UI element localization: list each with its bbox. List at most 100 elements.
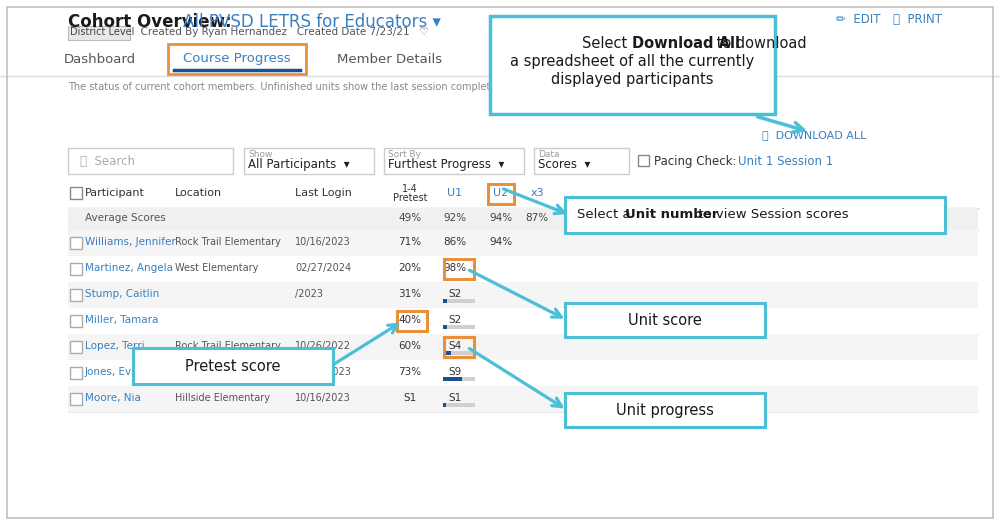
Text: ✏  EDIT: ✏ EDIT	[836, 13, 881, 26]
Bar	[443, 377, 462, 381]
Bar	[68, 360, 978, 386]
Bar	[443, 377, 475, 381]
Text: Miller, Tamara: Miller, Tamara	[85, 315, 158, 325]
Text: 🔍  Search: 🔍 Search	[80, 155, 135, 168]
Text: The status of current cohort members. Unfinished units show the last session com: The status of current cohort members. Un…	[68, 82, 506, 92]
Bar	[488, 184, 514, 204]
Text: 86%: 86%	[443, 237, 467, 247]
Bar	[443, 351, 475, 355]
Bar	[68, 230, 978, 256]
Text: 31%: 31%	[398, 289, 422, 299]
Bar	[443, 299, 447, 303]
Text: ⤓  DOWNLOAD ALL: ⤓ DOWNLOAD ALL	[762, 130, 866, 140]
Text: Course Progress: Course Progress	[183, 52, 291, 65]
Bar	[443, 325, 475, 329]
Bar	[638, 155, 649, 166]
Text: Created By Ryan Hernandez   Created Date 7/23/21   ♡: Created By Ryan Hernandez Created Date 7…	[134, 27, 429, 37]
Text: S2: S2	[448, 289, 462, 299]
Bar	[68, 256, 978, 282]
Text: Unit progress: Unit progress	[616, 403, 714, 418]
Bar	[490, 16, 775, 114]
Text: Pretest score: Pretest score	[185, 359, 281, 374]
Text: Select: Select	[582, 36, 632, 51]
Bar	[565, 393, 765, 427]
Text: 87%: 87%	[525, 213, 549, 223]
Text: 10/16/2023: 10/16/2023	[295, 393, 351, 403]
Text: Sort By: Sort By	[388, 150, 421, 159]
Bar	[68, 386, 978, 412]
Bar	[133, 348, 333, 384]
Text: S1: S1	[403, 393, 417, 403]
Bar	[70, 289, 82, 301]
Bar	[68, 208, 978, 230]
Bar	[70, 393, 82, 405]
Text: Location: Location	[175, 188, 222, 198]
Text: U1: U1	[447, 188, 463, 198]
Text: x3: x3	[530, 188, 544, 198]
Text: 94%: 94%	[489, 213, 513, 223]
Bar	[68, 180, 978, 208]
Bar	[384, 148, 524, 174]
Bar	[565, 303, 765, 337]
Text: S9: S9	[448, 367, 462, 377]
Bar	[443, 351, 451, 355]
Text: S1: S1	[448, 393, 462, 403]
Text: Average Scores: Average Scores	[85, 213, 166, 223]
Bar	[443, 299, 475, 303]
Bar	[68, 334, 978, 360]
Text: Select a: Select a	[577, 208, 635, 221]
Text: Member Details: Member Details	[337, 53, 443, 66]
Text: 1-4: 1-4	[402, 184, 418, 194]
Text: Scores  ▾: Scores ▾	[538, 158, 590, 171]
Text: 60%: 60%	[398, 341, 422, 351]
Bar	[565, 197, 945, 233]
Text: Participant: Participant	[85, 188, 145, 198]
Bar	[443, 325, 447, 329]
Text: Rock Trail Elementary: Rock Trail Elementary	[175, 237, 281, 247]
Bar	[0, 0, 1000, 20]
Text: Martinez, Angela: Martinez, Angela	[85, 263, 173, 273]
Text: 73%: 73%	[398, 367, 422, 377]
Bar	[443, 403, 475, 407]
Text: Last Login: Last Login	[295, 188, 352, 198]
Text: Pretest: Pretest	[393, 193, 427, 203]
Bar	[70, 263, 82, 275]
Text: Rock Trail Elementary: Rock Trail Elementary	[175, 341, 281, 351]
Text: All Participants  ▾: All Participants ▾	[248, 158, 350, 171]
Text: U2: U2	[493, 188, 509, 198]
Bar	[168, 44, 306, 74]
Text: to download: to download	[712, 36, 807, 51]
Text: Unit 1 Session 1: Unit 1 Session 1	[738, 155, 833, 168]
Text: 40%: 40%	[398, 315, 422, 325]
Bar	[70, 367, 82, 379]
Text: Furthest Progress  ▾: Furthest Progress ▾	[388, 158, 504, 171]
Text: All PVSD LETRS for Educators ▾: All PVSD LETRS for Educators ▾	[183, 13, 441, 31]
Text: Stump, Caitlin: Stump, Caitlin	[85, 289, 159, 299]
Bar	[68, 148, 233, 174]
Text: Download All: Download All	[632, 36, 740, 51]
Bar	[444, 337, 474, 357]
Text: Dashboard: Dashboard	[64, 53, 136, 66]
Bar	[444, 259, 474, 279]
Bar	[68, 308, 978, 334]
Text: Hillside Elementary: Hillside Elementary	[175, 367, 270, 377]
Bar	[70, 341, 82, 353]
Text: 92%: 92%	[443, 213, 467, 223]
Text: a spreadsheet of all the currently: a spreadsheet of all the currently	[510, 54, 754, 69]
Text: Pacing Check:: Pacing Check:	[654, 155, 736, 168]
Text: 10/26/2022: 10/26/2022	[295, 341, 351, 351]
Text: Lopez, Terri: Lopez, Terri	[85, 341, 145, 351]
Text: Unit number: Unit number	[625, 208, 718, 221]
Text: Cohort Overview:: Cohort Overview:	[68, 13, 232, 31]
Text: 98%: 98%	[443, 263, 467, 273]
Text: Unit score: Unit score	[628, 313, 702, 328]
Text: 49%: 49%	[398, 213, 422, 223]
Text: Jones, Eva: Jones, Eva	[85, 367, 138, 377]
Text: 20%: 20%	[398, 263, 422, 273]
Bar	[244, 148, 374, 174]
Text: to view Session scores: to view Session scores	[694, 208, 849, 221]
Text: Show: Show	[248, 150, 272, 159]
Text: 71%: 71%	[398, 237, 422, 247]
Text: 94%: 94%	[489, 237, 513, 247]
Bar	[70, 187, 82, 199]
